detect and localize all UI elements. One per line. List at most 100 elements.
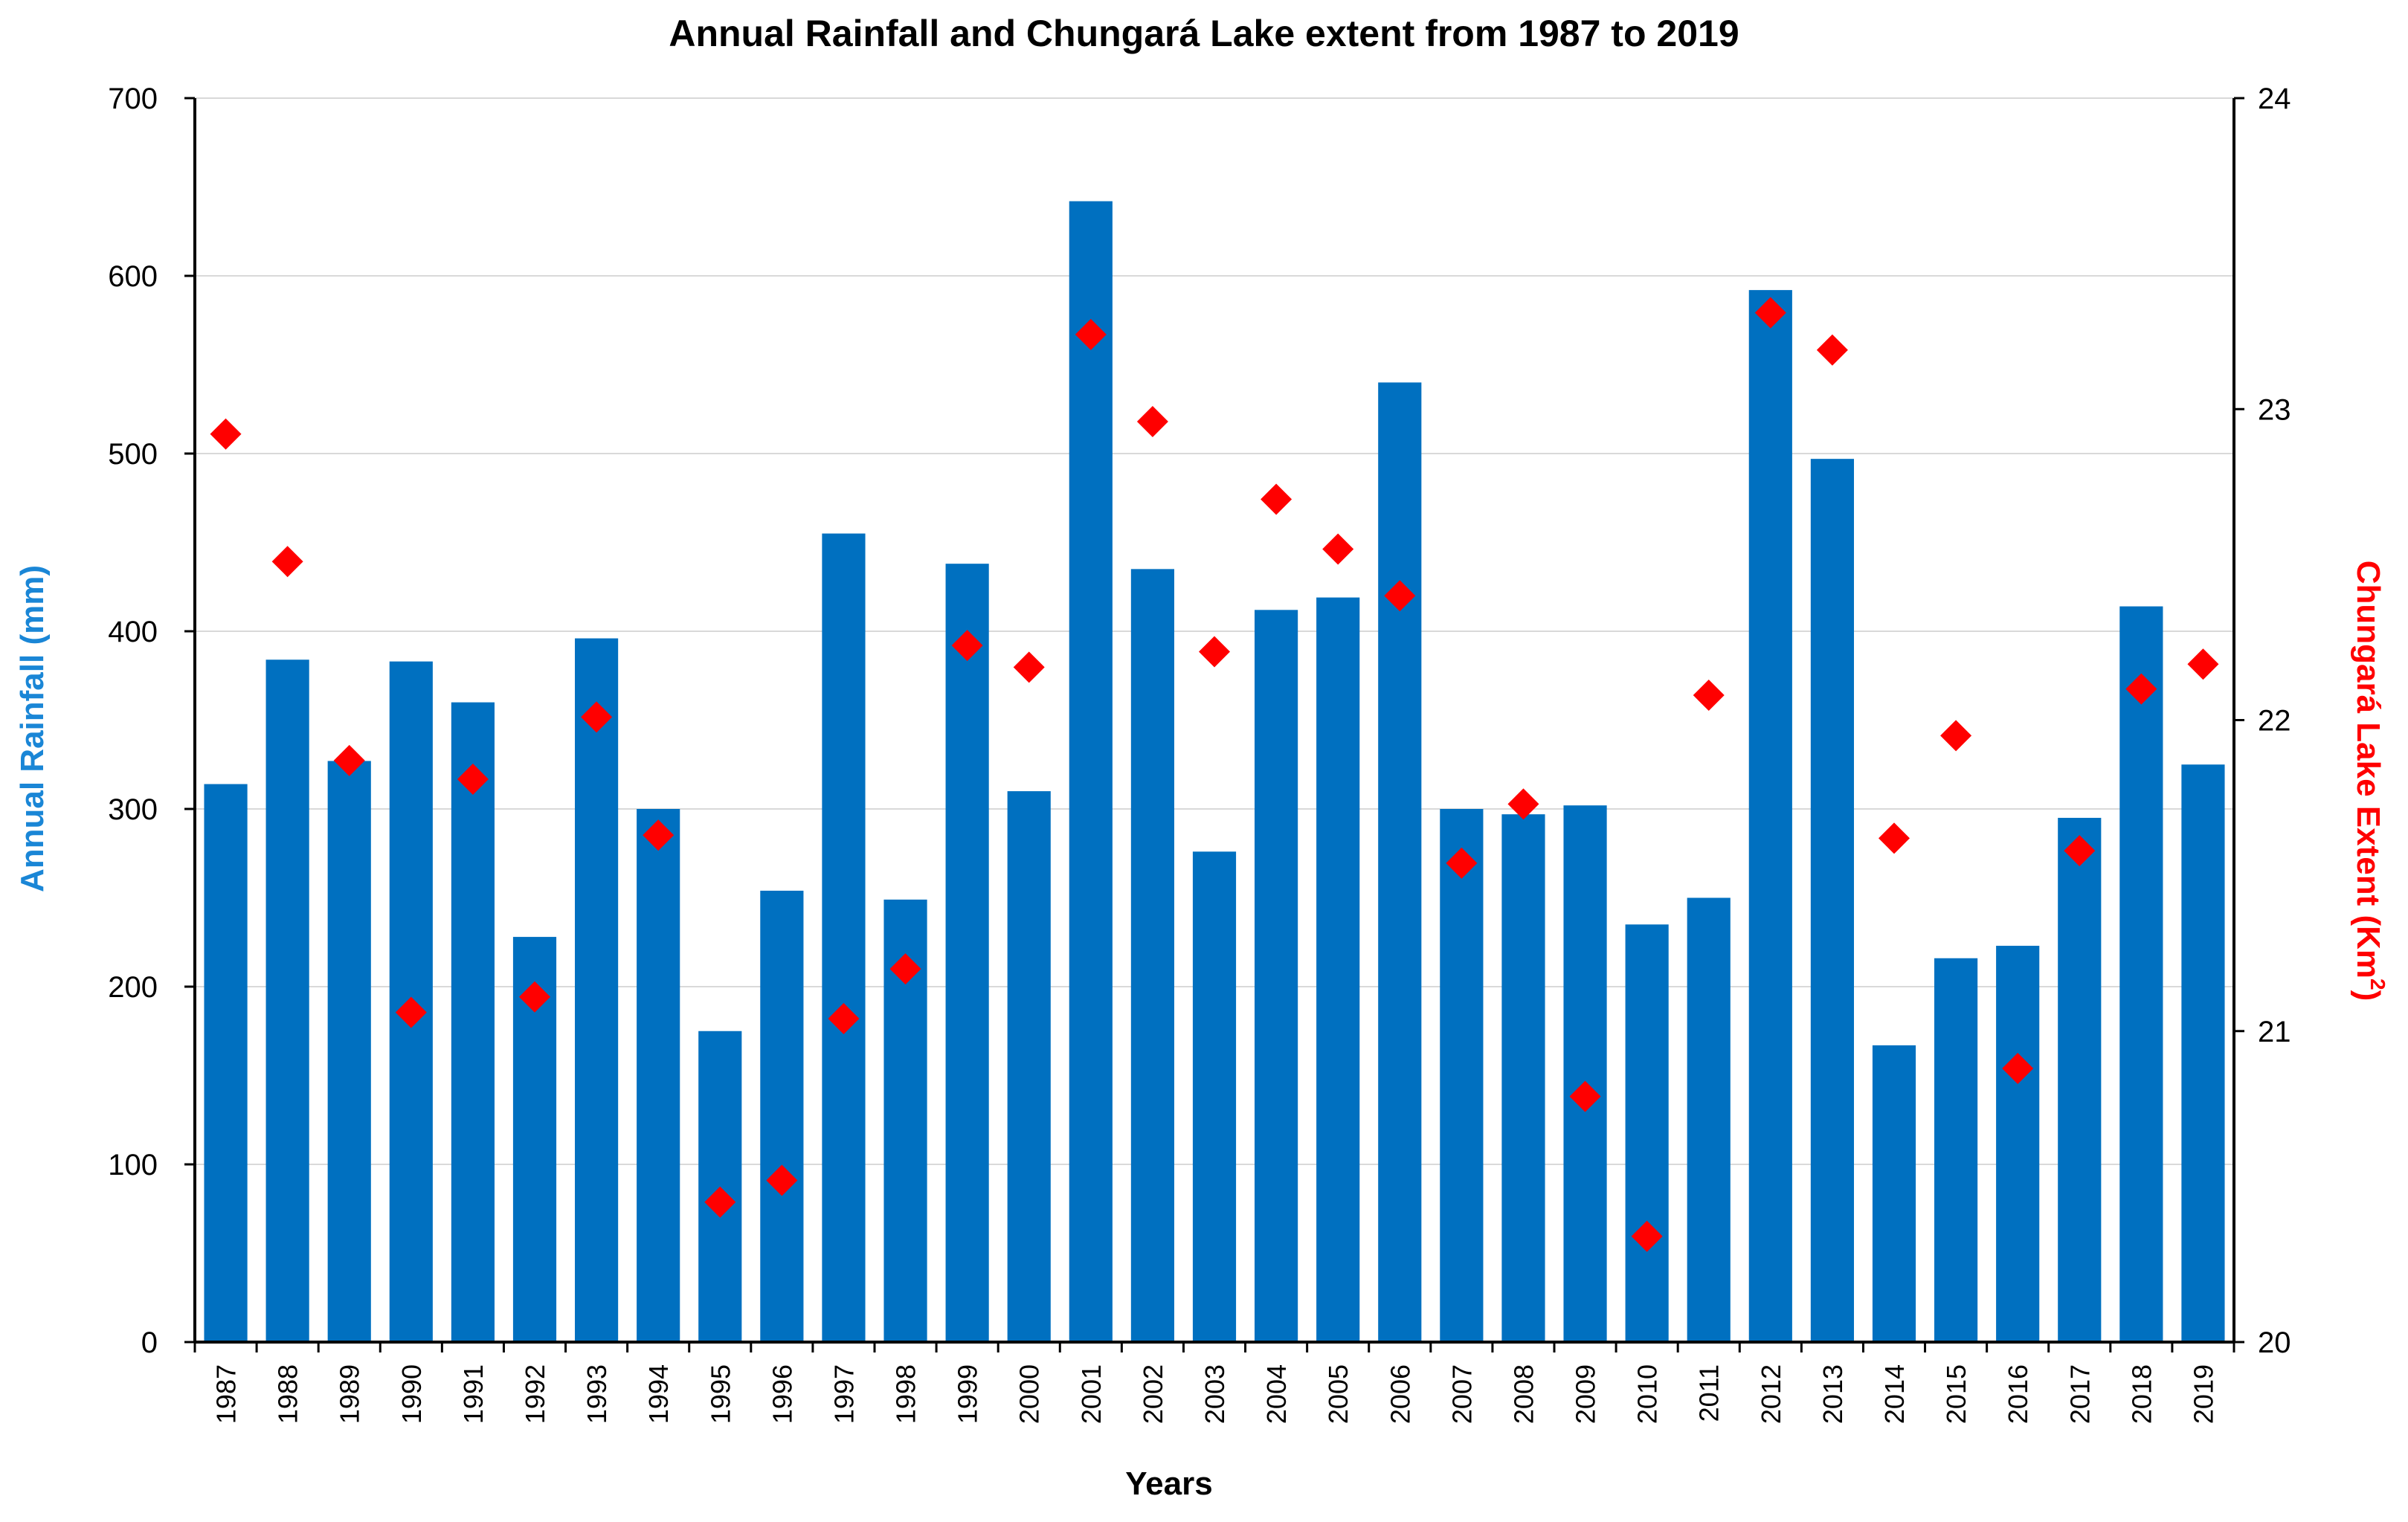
- bar-2018: [2119, 606, 2163, 1342]
- x-tick-label-2002: 2002: [1138, 1364, 1168, 1424]
- marker-2017: [2064, 835, 2096, 867]
- bar-2000: [1007, 791, 1051, 1342]
- x-tick-label-2003: 2003: [1200, 1364, 1230, 1424]
- y-axis-title-right: Chungará Lake Extent (Km2): [2350, 561, 2389, 1002]
- marker-2011: [1693, 680, 1725, 712]
- x-tick-label-2019: 2019: [2188, 1364, 2218, 1424]
- x-tick-label-2001: 2001: [1076, 1364, 1107, 1424]
- marker-2008: [1507, 788, 1539, 820]
- bar-2007: [1440, 809, 1484, 1342]
- y-tick-label-0: 0: [141, 1326, 158, 1359]
- y2-title-end: ): [2350, 990, 2386, 1002]
- bar-2008: [1501, 814, 1545, 1342]
- x-tick-label-1992: 1992: [520, 1364, 550, 1424]
- bar-1997: [822, 533, 866, 1342]
- x-tick-label-2009: 2009: [1571, 1364, 1601, 1424]
- bar-2004: [1255, 610, 1298, 1342]
- x-axis-title: Years: [1125, 1465, 1212, 1502]
- x-tick-label-2008: 2008: [1508, 1364, 1539, 1424]
- marker-2005: [1322, 533, 1354, 565]
- chart-title: Annual Rainfall and Chungará Lake extent…: [669, 13, 1739, 54]
- y-tick-label-500: 500: [108, 438, 158, 471]
- x-tick-label-2007: 2007: [1446, 1364, 1477, 1424]
- marker-series: [210, 297, 2219, 1252]
- bar-1996: [760, 890, 804, 1342]
- bar-2001: [1069, 201, 1113, 1342]
- y-tick-label-300: 300: [108, 793, 158, 826]
- marker-2015: [1940, 720, 1972, 752]
- x-tick-label-1991: 1991: [458, 1364, 489, 1424]
- marker-2001: [1075, 318, 1107, 350]
- y2-title-main: Chungará Lake Extent (Km: [2350, 561, 2386, 978]
- marker-1991: [457, 763, 489, 795]
- x-tick-label-2016: 2016: [2003, 1364, 2033, 1424]
- y-tick-label-200: 200: [108, 971, 158, 1004]
- marker-2018: [2125, 673, 2157, 705]
- x-tick-label-2014: 2014: [1879, 1364, 1910, 1424]
- bar-series: [204, 201, 2225, 1343]
- x-tick-label-1994: 1994: [643, 1364, 674, 1424]
- marker-2019: [2187, 648, 2219, 680]
- y2-tick-label-20: 20: [2258, 1326, 2291, 1359]
- x-tick-label-2012: 2012: [1756, 1364, 1786, 1424]
- bar-2009: [1563, 805, 1607, 1342]
- marker-1988: [271, 546, 303, 578]
- bar-2005: [1316, 597, 1360, 1342]
- bar-2012: [1748, 290, 1792, 1342]
- x-tick-label-2015: 2015: [1941, 1364, 1971, 1424]
- y-tick-label-400: 400: [108, 616, 158, 648]
- bar-2019: [2181, 764, 2225, 1342]
- bar-2014: [1872, 1045, 1916, 1342]
- x-tick-label-1995: 1995: [705, 1364, 735, 1424]
- y2-tick-label-23: 23: [2258, 393, 2291, 426]
- marker-1997: [828, 1003, 860, 1035]
- bar-2011: [1687, 897, 1731, 1342]
- bar-2017: [2058, 817, 2102, 1342]
- marker-1989: [333, 744, 365, 776]
- x-tick-label-2013: 2013: [1818, 1364, 1848, 1424]
- bar-2013: [1810, 459, 1854, 1343]
- marker-1994: [643, 819, 675, 851]
- marker-1987: [210, 418, 242, 450]
- x-tick-label-1987: 1987: [211, 1364, 242, 1424]
- x-tick-label-1988: 1988: [273, 1364, 303, 1424]
- bar-1994: [637, 809, 680, 1342]
- marker-2016: [2002, 1052, 2034, 1084]
- x-tick-label-1999: 1999: [953, 1364, 983, 1424]
- y-tick-label-700: 700: [108, 83, 158, 115]
- marker-2009: [1569, 1080, 1601, 1112]
- bar-1993: [575, 638, 619, 1342]
- y-tick-label-600: 600: [108, 260, 158, 293]
- x-tick-label-2010: 2010: [1632, 1364, 1663, 1424]
- x-tick-label-2018: 2018: [2126, 1364, 2157, 1424]
- bar-2015: [1934, 958, 1978, 1342]
- marker-2002: [1136, 405, 1168, 437]
- marker-2007: [1446, 847, 1478, 879]
- x-tick-label-2006: 2006: [1385, 1364, 1415, 1424]
- bar-1991: [451, 702, 495, 1342]
- y2-tick-label-21: 21: [2258, 1016, 2291, 1048]
- x-tick-label-1996: 1996: [767, 1364, 797, 1424]
- bar-2003: [1192, 851, 1237, 1342]
- x-tick-label-1997: 1997: [828, 1364, 859, 1424]
- marker-1993: [581, 701, 613, 733]
- marker-2006: [1384, 580, 1416, 612]
- bar-1999: [945, 564, 989, 1343]
- x-tick-label-1993: 1993: [582, 1364, 612, 1424]
- marker-1998: [889, 953, 921, 985]
- bar-2010: [1625, 924, 1669, 1342]
- x-tick-label-1990: 1990: [396, 1364, 427, 1424]
- x-tick-label-2017: 2017: [2064, 1364, 2095, 1424]
- marker-2003: [1199, 636, 1230, 668]
- bar-1989: [327, 761, 371, 1342]
- bar-2006: [1378, 382, 1422, 1342]
- x-tick-label-2011: 2011: [1694, 1364, 1725, 1422]
- x-tick-label-1989: 1989: [335, 1364, 365, 1424]
- bar-1988: [265, 660, 309, 1342]
- marker-1995: [704, 1186, 736, 1218]
- y2-tick-label-24: 24: [2258, 83, 2291, 115]
- marker-1996: [766, 1164, 798, 1196]
- marker-2010: [1631, 1220, 1663, 1252]
- x-tick-label-1998: 1998: [891, 1364, 921, 1424]
